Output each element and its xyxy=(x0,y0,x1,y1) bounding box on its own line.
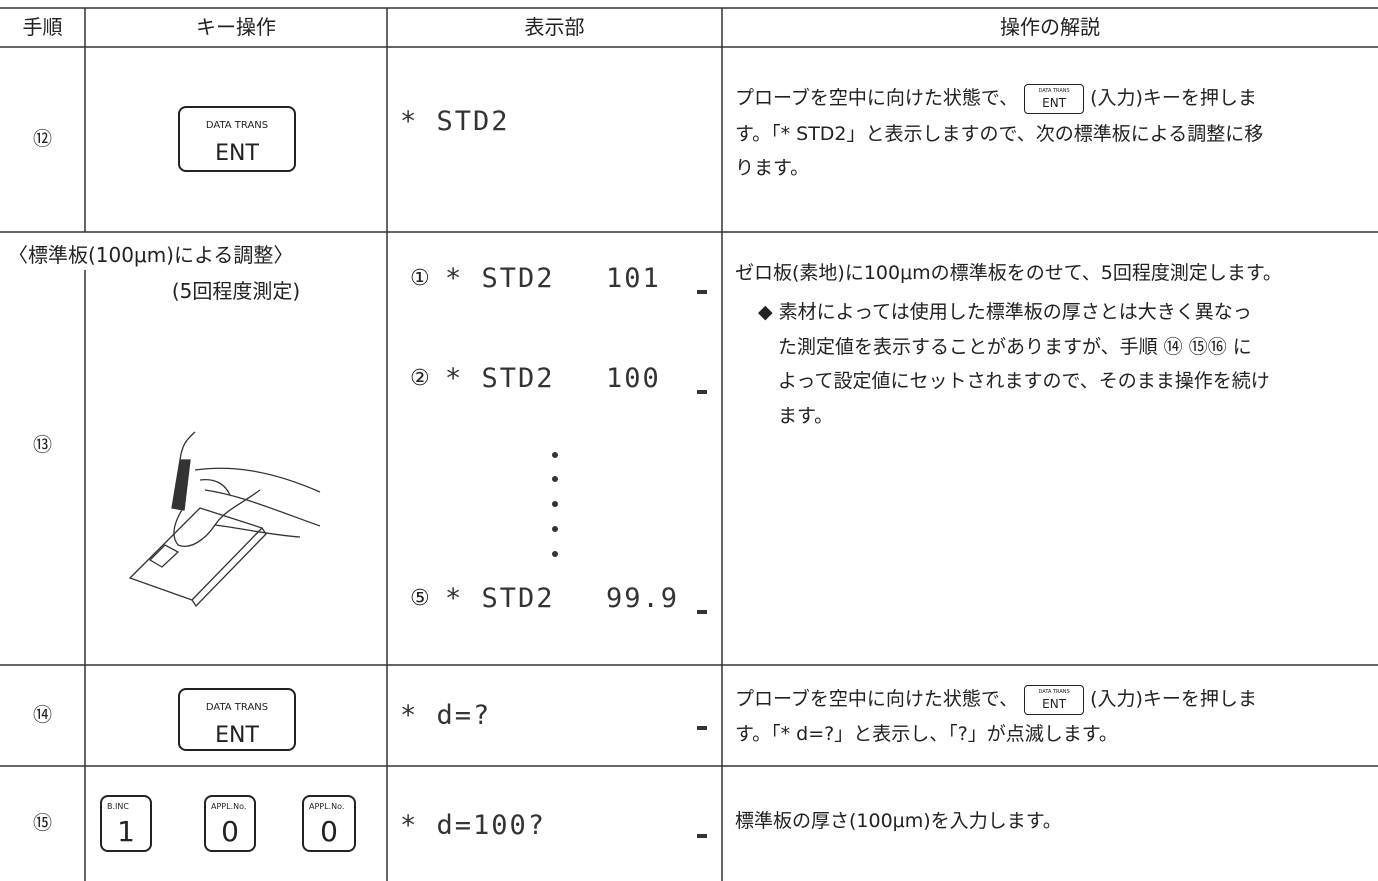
explanation-line: よって設定値にセットされますので、そのまま操作を続け xyxy=(778,370,1270,392)
key-top-label: APPL.No. xyxy=(309,802,345,811)
step-number: ⑮ xyxy=(32,812,52,834)
explanation-line: プローブを空中に向けた状態で、 DATA TRANS ENT (入力)キーを押しま xyxy=(735,683,1257,715)
text: プローブを空中に向けた状態で、 xyxy=(735,87,1019,109)
display-text: * STD2 xyxy=(400,106,510,137)
dot xyxy=(552,551,558,557)
display-text: * d=? xyxy=(400,700,492,731)
explanation-line: す。「* STD2」と表示しますので、次の標準板による調整に移 xyxy=(735,123,1264,145)
explanation-line: ゼロ板(素地)に100μmの標準板をのせて、5回程度測定します。 xyxy=(735,262,1282,284)
key-button: DATA TRANS ENT xyxy=(178,688,296,751)
text: プローブを空中に向けた状態で、 xyxy=(735,688,1019,710)
dot xyxy=(552,526,558,532)
display-index: ② xyxy=(410,366,430,391)
explanation-line: す。「* d=?」と表示し、「?」が点滅します。 xyxy=(735,723,1118,745)
display-index: ① xyxy=(410,266,430,291)
dot xyxy=(552,452,558,458)
key-top-label: APPL.No. xyxy=(211,802,247,811)
key-main-label: 0 xyxy=(320,815,338,848)
cursor xyxy=(697,726,707,730)
display-text: * STD2 xyxy=(445,583,555,614)
dot xyxy=(552,501,558,507)
key-button: APPL.No. 0 xyxy=(204,795,256,852)
key-top-label: DATA TRANS xyxy=(205,120,269,131)
text: (入力)キーを押しま xyxy=(1090,87,1257,109)
section-title: 〈標準板(100μm)による調整〉 xyxy=(8,243,294,267)
step-number: ⑫ xyxy=(32,128,52,150)
cursor xyxy=(697,610,707,614)
key-main-label: 1 xyxy=(117,815,135,848)
inline-key: DATA TRANS ENT xyxy=(1024,684,1085,715)
header-cell: キー操作 xyxy=(196,15,276,39)
key-top-label: DATA TRANS xyxy=(1038,87,1070,94)
display-text: * STD2 xyxy=(445,263,555,294)
explanation-line: ます。 xyxy=(778,405,834,427)
step-number: ⑬ xyxy=(32,434,52,456)
key-button: B.INC 1 xyxy=(100,795,152,852)
dot xyxy=(552,476,558,482)
text: (入力)キーを押しま xyxy=(1090,688,1257,710)
key-button: APPL.No. 0 xyxy=(302,795,356,852)
key-button: DATA TRANS ENT xyxy=(178,106,296,172)
section-subtitle: (5回程度測定) xyxy=(171,279,301,303)
key-top-label: DATA TRANS xyxy=(1038,688,1070,695)
header-cell: 操作の解説 xyxy=(1000,15,1100,39)
explanation-line: た測定値を表示することがありますが、手順 ⑭ ⑮⑯ に xyxy=(778,336,1252,358)
cursor xyxy=(697,834,707,838)
display-text: * STD2 xyxy=(445,363,555,394)
header-cell: 手順 xyxy=(22,15,63,39)
cursor xyxy=(697,390,707,394)
key-top-label: B.INC xyxy=(107,802,129,811)
key-main-label: ENT xyxy=(1042,696,1067,711)
header-cell: 表示部 xyxy=(524,15,585,39)
key-top-label: DATA TRANS xyxy=(205,702,269,713)
explanation-line: 標準板の厚さ(100μm)を入力します。 xyxy=(735,810,1062,832)
explanation-line: プローブを空中に向けた状態で、 DATA TRANS ENT (入力)キーを押しま xyxy=(735,82,1257,114)
explanation-line: ◆ 素材によっては使用した標準板の厚さとは大きく異なっ xyxy=(758,301,1252,323)
display-index: ⑤ xyxy=(410,586,430,611)
key-main-label: 0 xyxy=(221,815,239,848)
display-value: 100 xyxy=(606,363,661,394)
cursor xyxy=(697,290,707,294)
probe-illustration xyxy=(128,431,321,608)
key-main-label: ENT xyxy=(215,723,259,748)
display-value: 99.9 xyxy=(606,583,680,614)
inline-key: DATA TRANS ENT xyxy=(1024,83,1085,114)
key-main-label: ENT xyxy=(215,141,259,166)
display-text: * d=100? xyxy=(400,810,547,841)
display-value: 101 xyxy=(606,263,661,294)
key-main-label: ENT xyxy=(1042,95,1067,110)
explanation-line: ります。 xyxy=(735,157,810,179)
step-number: ⑭ xyxy=(32,704,52,726)
